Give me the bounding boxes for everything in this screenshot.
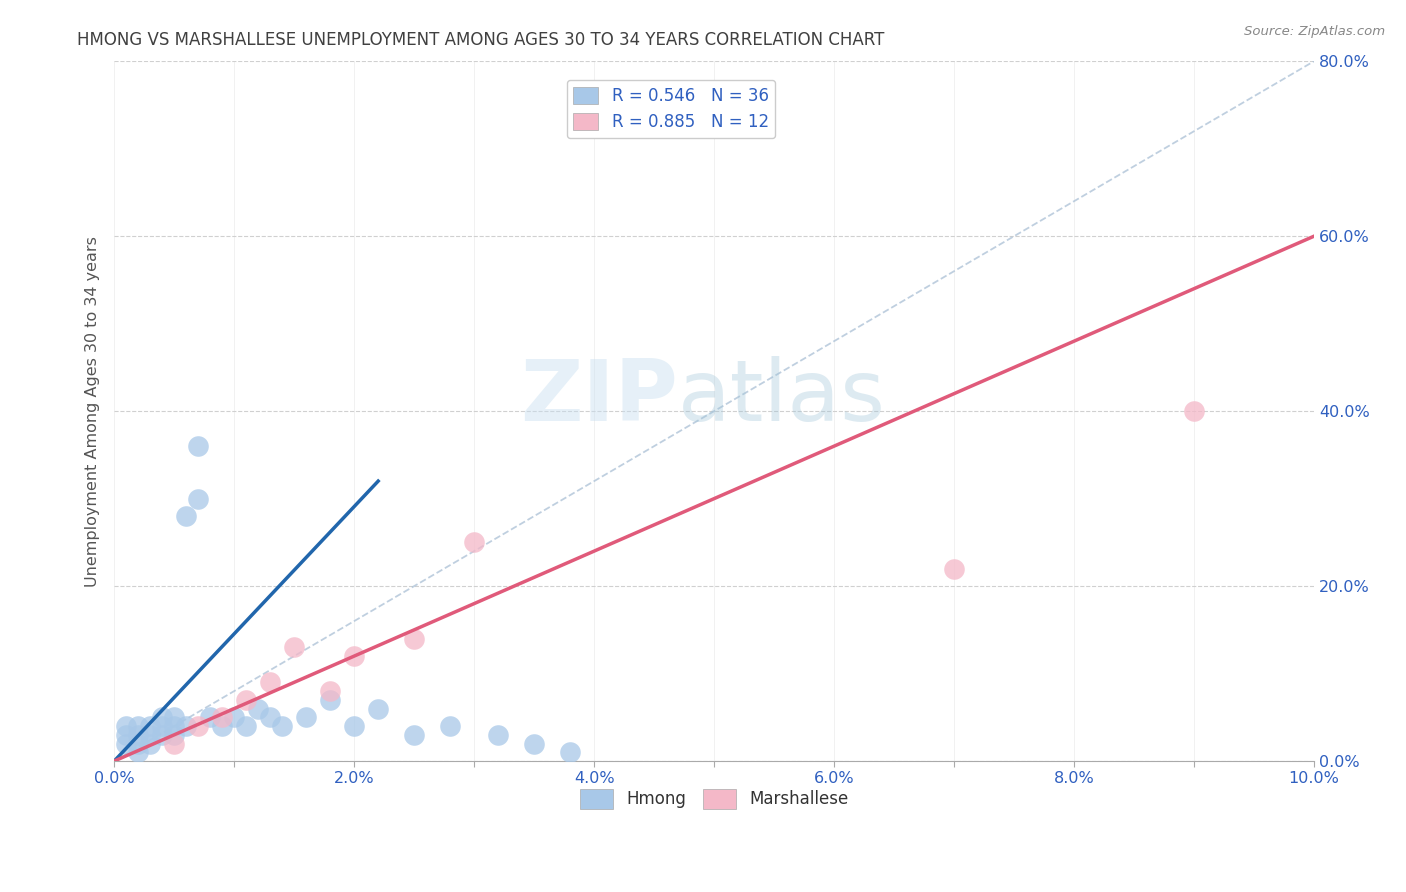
Point [150, 710, 173, 724]
Point [187, 439, 209, 453]
Point [115, 737, 138, 751]
Point [523, 737, 546, 751]
Legend: Hmong, Marshallese: Hmong, Marshallese [574, 782, 855, 816]
Point [343, 649, 366, 664]
Point [174, 719, 197, 733]
Point [127, 719, 149, 733]
Point [163, 728, 186, 742]
Point [319, 684, 342, 698]
Point [943, 561, 966, 575]
Point [187, 491, 209, 506]
Point [271, 719, 294, 733]
Point [283, 640, 305, 655]
Point [127, 737, 149, 751]
Point [295, 710, 318, 724]
Point [367, 701, 389, 715]
Point [235, 693, 257, 707]
Point [343, 719, 366, 733]
Point [404, 728, 426, 742]
Point [115, 728, 138, 742]
Text: ZIP: ZIP [520, 356, 678, 439]
Point [1182, 404, 1205, 418]
Point [247, 701, 270, 715]
Point [198, 710, 221, 724]
Point [115, 719, 138, 733]
Point [187, 719, 209, 733]
Point [163, 710, 186, 724]
Point [224, 710, 246, 724]
Point [404, 632, 426, 646]
Point [486, 728, 509, 742]
Point [127, 745, 149, 759]
Text: Source: ZipAtlas.com: Source: ZipAtlas.com [1244, 25, 1385, 38]
Point [211, 719, 233, 733]
Point [163, 719, 186, 733]
Point [463, 535, 485, 549]
Point [174, 509, 197, 524]
Point [439, 719, 461, 733]
Y-axis label: Unemployment Among Ages 30 to 34 years: Unemployment Among Ages 30 to 34 years [86, 235, 100, 587]
Point [259, 675, 281, 690]
Point [211, 710, 233, 724]
Point [259, 710, 281, 724]
Text: HMONG VS MARSHALLESE UNEMPLOYMENT AMONG AGES 30 TO 34 YEARS CORRELATION CHART: HMONG VS MARSHALLESE UNEMPLOYMENT AMONG … [77, 31, 884, 49]
Point [163, 737, 186, 751]
Point [560, 745, 582, 759]
Point [150, 728, 173, 742]
Text: atlas: atlas [678, 356, 886, 439]
Point [139, 719, 162, 733]
Point [127, 728, 149, 742]
Point [235, 719, 257, 733]
Point [319, 693, 342, 707]
Point [139, 728, 162, 742]
Point [139, 737, 162, 751]
Point [150, 719, 173, 733]
